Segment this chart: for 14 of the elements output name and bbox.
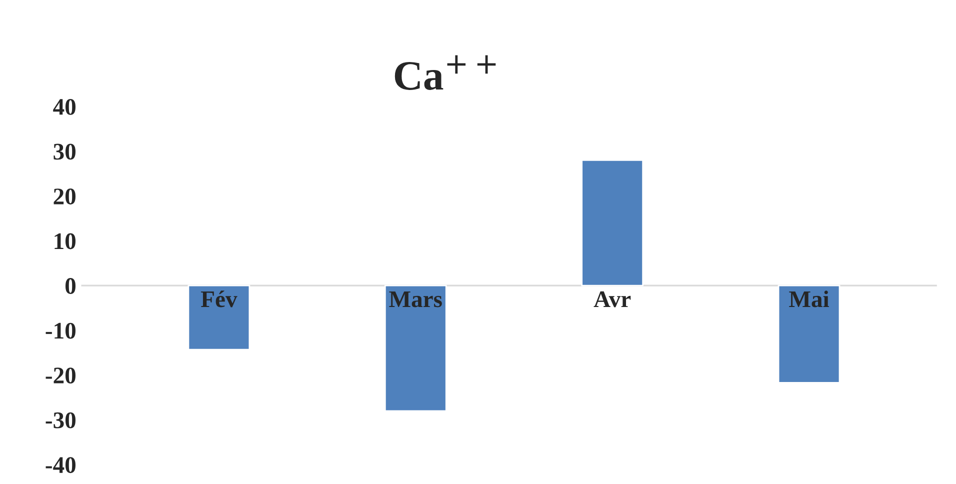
y-tick-label: 10 xyxy=(54,233,76,250)
chart-title: Ca$^{++}$ xyxy=(394,55,496,90)
y-tick-label: 30 xyxy=(54,144,76,160)
y-tick-label: -40 xyxy=(46,457,76,474)
y-tick-label: 0 xyxy=(65,278,76,294)
y-tick-label: -20 xyxy=(46,368,76,384)
x-tick-label: Mars xyxy=(389,292,442,308)
y-tick-label: 40 xyxy=(53,98,76,115)
x-tick-label: Mai xyxy=(789,290,830,308)
x-tick-label: Fév xyxy=(200,290,238,308)
y-tick-label: 20 xyxy=(54,188,76,204)
y-tick-label: -30 xyxy=(46,412,76,428)
y-tick-label: -10 xyxy=(46,322,76,339)
x-tick-label: Avr xyxy=(594,291,631,308)
